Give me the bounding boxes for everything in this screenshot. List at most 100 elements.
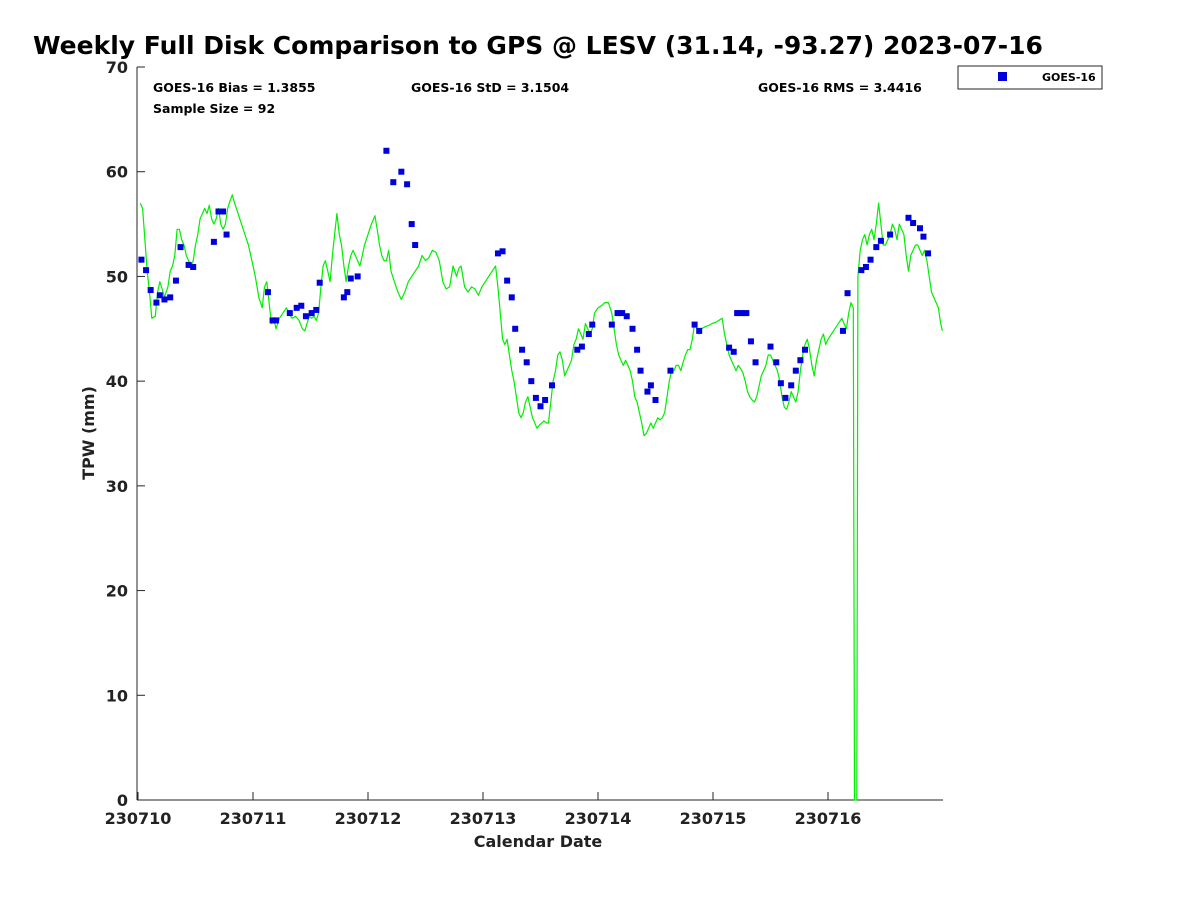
data-point: [504, 277, 511, 284]
data-point: [574, 346, 581, 353]
x-tick-label: 230711: [220, 809, 287, 828]
data-point: [153, 299, 160, 306]
data-point: [773, 359, 780, 366]
data-point: [308, 310, 315, 317]
x-tick-label: 230716: [795, 809, 862, 828]
data-point: [743, 310, 750, 317]
data-point: [619, 310, 626, 317]
data-point: [344, 289, 351, 296]
data-point: [667, 367, 674, 374]
data-point: [726, 344, 733, 351]
data-point: [264, 289, 271, 296]
data-point: [143, 267, 150, 274]
stat-bias: GOES-16 Bias = 1.3855: [153, 80, 315, 95]
data-point: [752, 359, 759, 366]
data-point: [647, 382, 654, 389]
data-point: [738, 310, 745, 317]
data-point: [383, 147, 390, 154]
data-point: [585, 331, 592, 338]
x-tick-label: 230715: [680, 809, 747, 828]
data-point: [887, 231, 894, 238]
data-point: [867, 256, 874, 263]
data-point: [905, 214, 912, 221]
data-point: [537, 403, 544, 410]
data-point: [862, 264, 869, 271]
data-point: [920, 233, 927, 240]
data-point: [873, 244, 880, 251]
data-point: [398, 168, 405, 175]
data-point: [512, 325, 519, 332]
data-point: [293, 304, 300, 311]
legend-label: GOES-16: [1042, 71, 1096, 84]
data-point: [839, 327, 846, 334]
data-point: [747, 338, 754, 345]
legend: GOES-16: [957, 65, 1103, 90]
data-point: [499, 248, 506, 255]
data-point: [696, 327, 703, 334]
data-point: [542, 396, 549, 403]
data-point: [549, 382, 555, 389]
data-point: [767, 343, 774, 350]
y-tick-label: 10: [106, 686, 128, 705]
x-axis-label: Calendar Date: [474, 832, 603, 851]
data-point: [220, 208, 227, 215]
data-point: [354, 273, 361, 280]
data-point: [532, 394, 539, 401]
data-point: [494, 250, 501, 257]
data-point: [269, 317, 276, 324]
y-axis-label: TPW (mm): [79, 386, 98, 480]
series-points-layer: [138, 147, 932, 410]
data-point: [644, 388, 651, 395]
x-tick-label: 230714: [565, 809, 632, 828]
data-point: [340, 294, 347, 301]
legend-box: [957, 65, 1103, 90]
data-point: [777, 380, 784, 387]
data-point: [298, 302, 305, 309]
data-point: [508, 294, 515, 301]
x-tick-label: 230713: [450, 809, 517, 828]
y-ticks: 0 10 20 30 40 50 60 70: [106, 58, 145, 810]
data-point: [589, 321, 596, 328]
y-tick-label: 20: [106, 582, 128, 601]
data-point: [637, 367, 644, 374]
data-point: [634, 346, 641, 353]
data-point: [917, 225, 923, 232]
data-point: [788, 382, 795, 389]
data-point: [390, 179, 397, 186]
data-point: [910, 220, 917, 227]
data-point: [347, 275, 354, 282]
data-point: [844, 290, 851, 297]
data-point: [792, 367, 799, 374]
data-point: [404, 181, 411, 188]
data-point: [302, 313, 309, 320]
data-point: [408, 221, 415, 228]
series-line-layer: [139, 194, 943, 801]
y-tick-label: 60: [106, 163, 128, 182]
data-point: [652, 396, 659, 403]
data-point: [608, 321, 615, 328]
data-point: [190, 264, 197, 271]
data-point: [802, 346, 808, 353]
data-point: [313, 306, 320, 313]
data-point: [138, 256, 145, 263]
y-tick-label: 30: [106, 477, 128, 496]
data-point: [523, 359, 530, 366]
data-point: [730, 348, 737, 355]
data-point: [167, 294, 174, 301]
data-point: [172, 277, 179, 284]
data-point: [215, 208, 222, 215]
x-tick-label: 230710: [105, 809, 172, 828]
stat-sample-size: Sample Size = 92: [153, 101, 275, 116]
data-point: [623, 313, 630, 320]
data-point: [316, 279, 323, 286]
x-tick-label: 230712: [335, 809, 402, 828]
chart-title: Weekly Full Disk Comparison to GPS @ LES…: [33, 31, 1043, 60]
data-point: [734, 310, 741, 317]
x-ticks: 230710 230711 230712 230713 230714 230715 2307…: [105, 792, 862, 828]
y-tick-label: 0: [117, 791, 128, 810]
stat-rms: GOES-16 RMS = 3.4416: [758, 80, 922, 95]
data-point: [223, 231, 230, 238]
y-tick-label: 40: [106, 372, 128, 391]
data-point: [161, 296, 168, 303]
series-line: [139, 194, 943, 801]
